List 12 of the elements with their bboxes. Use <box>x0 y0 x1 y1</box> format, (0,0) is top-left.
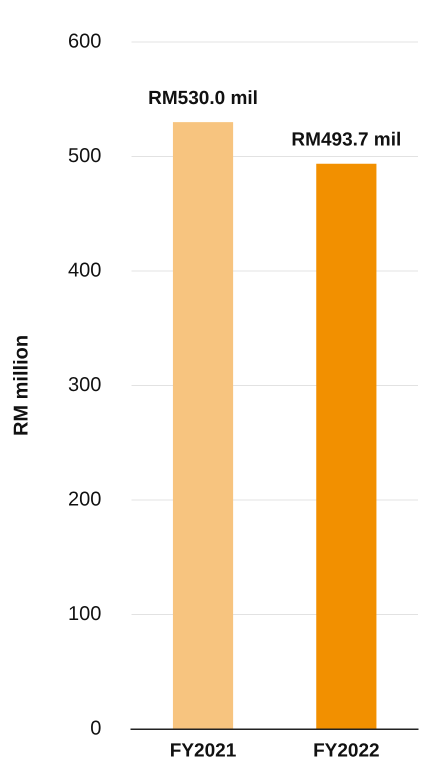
y-tick-label: 0 <box>90 718 102 740</box>
y-tick-label: 200 <box>68 488 102 511</box>
y-tick-label: 100 <box>68 603 102 626</box>
data-label: RM493.7 mil <box>291 129 402 150</box>
y-tick-label: 300 <box>68 374 102 396</box>
y-axis-title: RM million <box>10 334 33 436</box>
x-tick-label: FY2021 <box>170 740 237 762</box>
y-tick-label: 600 <box>68 30 102 53</box>
y-tick-label: 400 <box>68 260 102 282</box>
data-label: RM530.0 mil <box>148 88 258 109</box>
y-tick-label: 500 <box>68 145 102 168</box>
x-tick-label: FY2022 <box>313 740 380 762</box>
